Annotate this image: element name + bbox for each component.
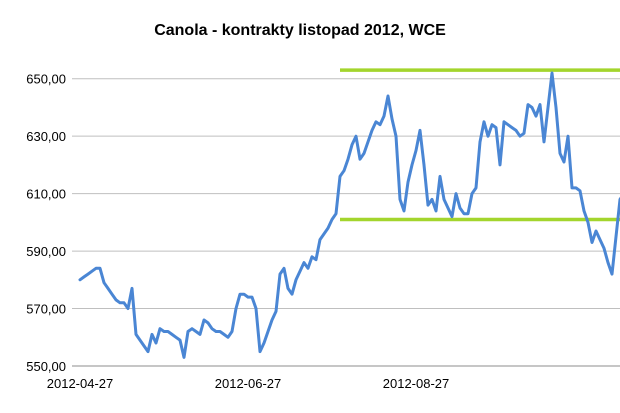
series-line [78, 71, 620, 359]
x-axis-ticks: 2012-04-27 2012-06-27 2012-08-27 [47, 376, 450, 391]
y-tick-label: 630,00 [26, 129, 66, 144]
y-tick-label: 610,00 [26, 187, 66, 202]
reference-lines [340, 68, 620, 222]
y-axis-ticks: 550,00 570,00 590,00 610,00 630,00 650,00 [26, 72, 66, 374]
y-tick-label: 550,00 [26, 359, 66, 374]
y-tick-label: 650,00 [26, 72, 66, 87]
series-layer [78, 71, 620, 359]
x-tick-label: 2012-06-27 [215, 376, 282, 391]
y-tick-label: 590,00 [26, 244, 66, 259]
x-tick-label: 2012-04-27 [47, 376, 114, 391]
gridlines [72, 78, 620, 367]
chart-title: Canola - kontrakty listopad 2012, WCE [154, 22, 446, 39]
y-tick-label: 570,00 [26, 302, 66, 317]
x-tick-label: 2012-08-27 [383, 376, 450, 391]
